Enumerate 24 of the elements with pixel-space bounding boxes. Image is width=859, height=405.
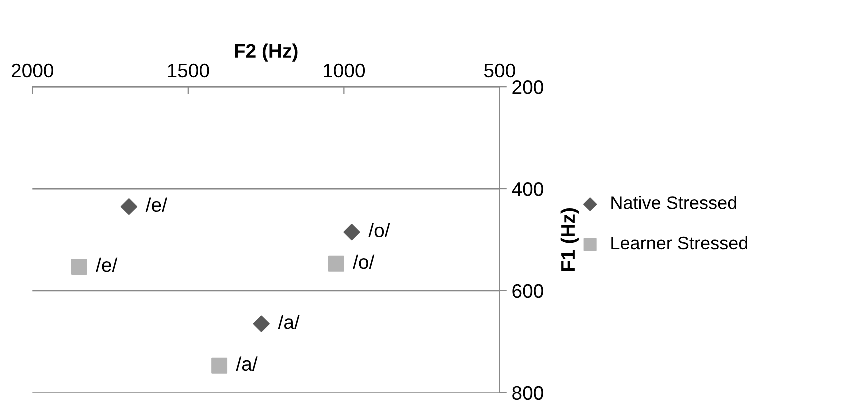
point (328, 256, 344, 272)
annotation: /a/ (236, 356, 258, 372)
x-tick-label: 500 (484, 64, 516, 78)
y-tick-label: 400 (512, 182, 544, 196)
x-tick-label: 1500 (168, 64, 210, 78)
x-tick-label: 2000 (12, 64, 54, 78)
point (120, 198, 138, 216)
y-tick-label: 600 (512, 284, 544, 298)
x-tick-label: 1000 (324, 64, 366, 78)
legend-label: Learner Stressed (612, 236, 748, 250)
annotation: /e/ (96, 258, 118, 272)
point (253, 316, 270, 332)
annotation: /a/ (278, 314, 300, 330)
legend-label: Native Stressed (612, 196, 736, 210)
y-tick-label: 200 (512, 80, 544, 94)
point (71, 258, 88, 275)
annotation: /e/ (146, 198, 168, 212)
y-axis-title: F1 (Hz) (560, 208, 579, 272)
y-tick-label: 800 (512, 386, 544, 400)
annotation: /o/ (353, 254, 375, 270)
x-axis-title: F2 (Hz) (235, 44, 298, 62)
annotation: /o/ (368, 223, 390, 238)
point (212, 358, 228, 374)
point (344, 224, 360, 241)
